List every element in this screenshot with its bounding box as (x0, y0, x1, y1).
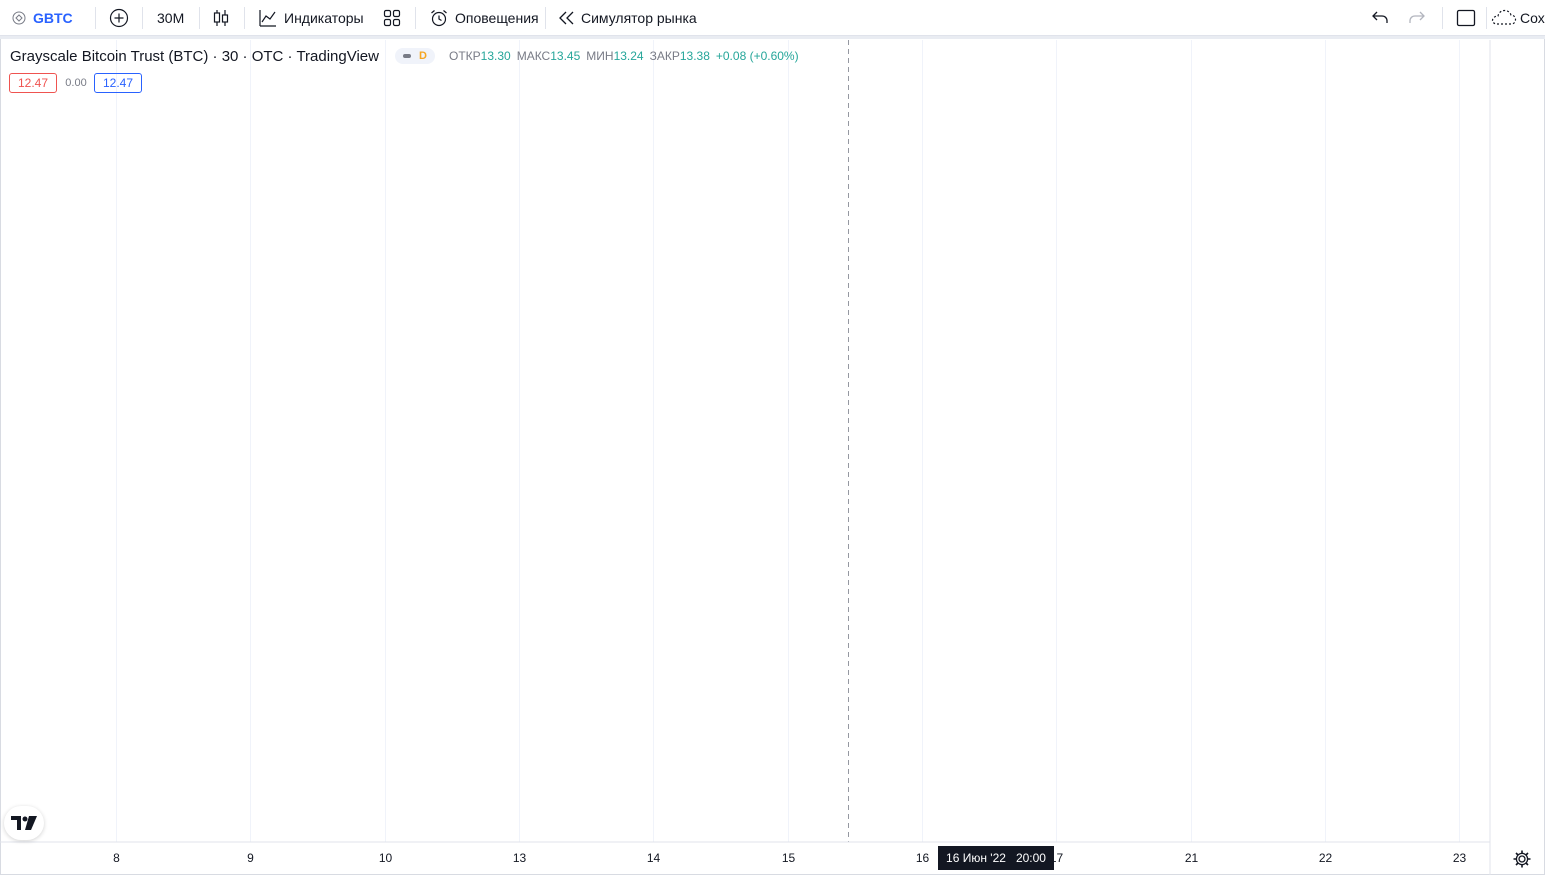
change-value: +0.08 (+0.60%) (715, 49, 799, 63)
time-axis: 8 9 10 13 14 15 16 17 21 22 23 (0, 841, 1490, 865)
interval-label: 30М (157, 10, 185, 26)
close-value: 13.38 (679, 49, 710, 63)
time-tick-label: 23 (1453, 851, 1467, 865)
toolbar-divider (1486, 7, 1487, 29)
replay-label: Симулятор рынка (581, 10, 697, 26)
spread-value: 0.00 (65, 77, 87, 89)
layouts-button[interactable] (383, 0, 401, 36)
compare-button[interactable] (109, 0, 129, 36)
time-tick-label: 16 (916, 851, 930, 865)
time-tick-label: 10 (379, 851, 393, 865)
indicators-icon (258, 8, 278, 28)
interval-button[interactable]: 30М (157, 0, 184, 36)
toolbar-divider (142, 7, 143, 29)
crosshair-time: 20:00 (1015, 851, 1046, 865)
toolbar-divider (199, 7, 200, 29)
time-tick-label: 22 (1319, 851, 1333, 865)
toolbar-divider (415, 7, 416, 29)
crosshair-date-label: 16 Июн '22 20:00 (938, 846, 1054, 870)
symbol-label: GBTC (33, 10, 73, 26)
square-icon (1456, 9, 1476, 27)
undo-button[interactable] (1371, 0, 1389, 36)
time-tick-label: 8 (113, 851, 120, 865)
add-symbol-icon (109, 8, 129, 28)
crosshair-date: 16 Июн '22 (946, 851, 1006, 865)
toolbar-divider (244, 7, 245, 29)
time-tick-label: 21 (1185, 851, 1199, 865)
alerts-label: Оповещения (455, 10, 539, 26)
indicators-button[interactable]: Индикаторы (258, 0, 364, 36)
sell-price-box[interactable]: 12.47 (9, 73, 57, 93)
toolbar-divider (545, 7, 546, 29)
high-value: 13.45 (550, 49, 581, 63)
minus-icon (403, 54, 412, 58)
market-status-letter: D (419, 50, 427, 62)
crosshair (848, 40, 849, 842)
symbol-icon (12, 11, 26, 25)
symbol-search[interactable]: GBTC (12, 0, 73, 36)
grid-layout-icon (383, 9, 401, 27)
time-tick-label: 9 (247, 851, 254, 865)
undo-icon (1371, 10, 1389, 26)
grid-lines (116, 40, 1460, 842)
chart-type-button[interactable] (212, 0, 230, 36)
alerts-button[interactable]: Оповещения (429, 0, 539, 36)
redo-icon (1408, 10, 1426, 26)
market-status-pill[interactable]: D (395, 48, 435, 64)
ohlc-values: ОТКР13.30 МАКС13.45 МИН13.24 ЗАКР13.38 +… (449, 49, 799, 63)
top-toolbar: GBTC 30М Индикаторы Оповещения (0, 0, 1545, 36)
symbol-title[interactable]: Grayscale Bitcoin Trust (BTC) · 30 · OTC… (10, 47, 379, 65)
time-tick-label: 13 (513, 851, 527, 865)
candles-icon (212, 8, 230, 28)
toolbar-divider (95, 7, 96, 29)
save-button[interactable]: Сох (1491, 0, 1545, 36)
cloud-icon (1491, 9, 1517, 27)
open-value: 13.30 (480, 49, 511, 63)
open-label: ОТКР (449, 49, 481, 63)
toolbar-divider-strip (0, 36, 1545, 39)
redo-button[interactable] (1408, 0, 1426, 36)
low-value: 13.24 (613, 49, 644, 63)
alarm-clock-icon (429, 8, 449, 28)
fullscreen-button[interactable] (1456, 0, 1476, 36)
settings-button[interactable] (1512, 849, 1532, 874)
time-tick-label: 14 (647, 851, 661, 865)
tradingview-logo[interactable] (4, 806, 44, 840)
chart-legend: Grayscale Bitcoin Trust (BTC) · 30 · OTC… (10, 45, 799, 67)
indicators-label: Индикаторы (284, 10, 364, 26)
high-label: МАКС (516, 49, 551, 63)
close-label: ЗАКР (649, 49, 680, 63)
replay-button[interactable]: Симулятор рынка (558, 0, 697, 36)
rewind-icon (558, 11, 575, 25)
gear-icon (1513, 850, 1531, 868)
low-label: МИН (586, 49, 614, 63)
save-label: Сох (1520, 10, 1545, 26)
time-tick-label: 15 (782, 851, 796, 865)
buy-price-box[interactable]: 12.47 (94, 73, 142, 93)
tv-logo-icon (11, 816, 37, 830)
toolbar-divider (1442, 7, 1443, 29)
price-axis: 11.5012.0012.5013.0013.5014.0014.5015.00… (1489, 40, 1491, 875)
